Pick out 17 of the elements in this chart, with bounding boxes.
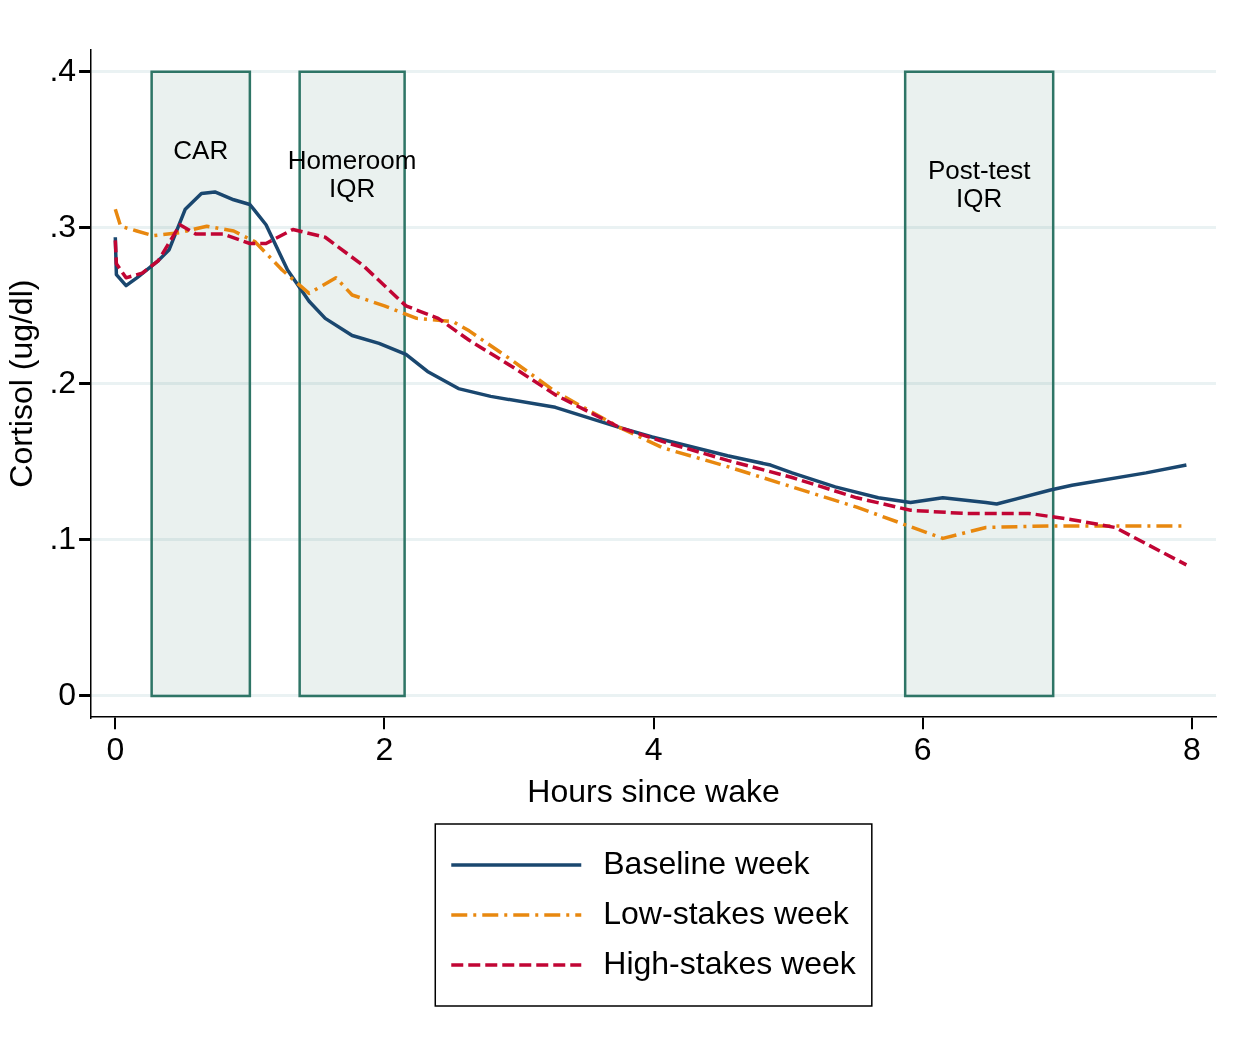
y-tick-label: .2 [49,363,77,400]
y-axis-title: Cortisol (ug/dl) [3,279,40,488]
y-tick-label: .1 [49,519,77,556]
legend-label: High-stakes week [603,944,857,981]
legend-label: Low-stakes week [603,894,850,931]
x-tick-label: 8 [1182,731,1201,768]
x-tick-label: 2 [375,731,394,768]
x-tick-label: 4 [644,731,663,768]
x-tick-label: 0 [106,731,125,768]
band-label: CAR [173,135,229,166]
band-label: Post-test IQR [927,155,1032,214]
legend-label: Baseline week [603,844,811,881]
x-axis-title: Hours since wake [527,772,780,809]
x-tick-label: 6 [913,731,932,768]
y-tick-label: 0 [58,675,77,712]
y-tick-label: .4 [49,51,77,88]
y-tick-label: .3 [49,207,77,244]
